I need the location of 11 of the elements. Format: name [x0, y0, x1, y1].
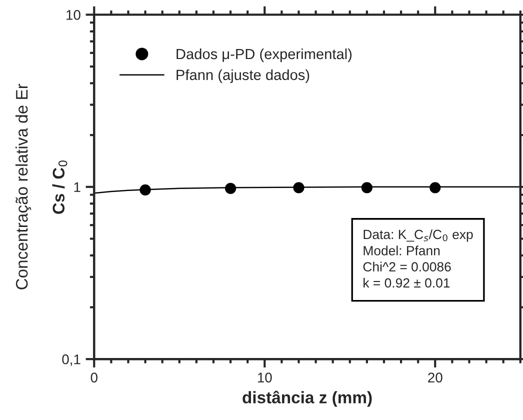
legend-label: Dados μ-PD (experimental) [176, 48, 352, 62]
y-tick-label: 0,1 [62, 354, 80, 366]
x-tick-label: 20 [428, 372, 442, 382]
annotation: Data: K_C$_{s}$/C$_{0}$ exp Model: Pfann Chi^2 = 0.0086 k = 0.92 ± 0.01 [363, 229, 473, 288]
y-tick-label: 1 [74, 182, 80, 192]
y-tick-label: 10 [66, 10, 80, 20]
text: Concentração relativa de Er Cs / C$_{0}$ [15, 84, 68, 290]
legend-label: Pfann (ajuste dados) [176, 69, 310, 83]
x-tick-label: 10 [258, 372, 272, 382]
x-axis-title: distância z (mm) [242, 390, 372, 407]
x-tick-label: 0 [90, 372, 98, 382]
